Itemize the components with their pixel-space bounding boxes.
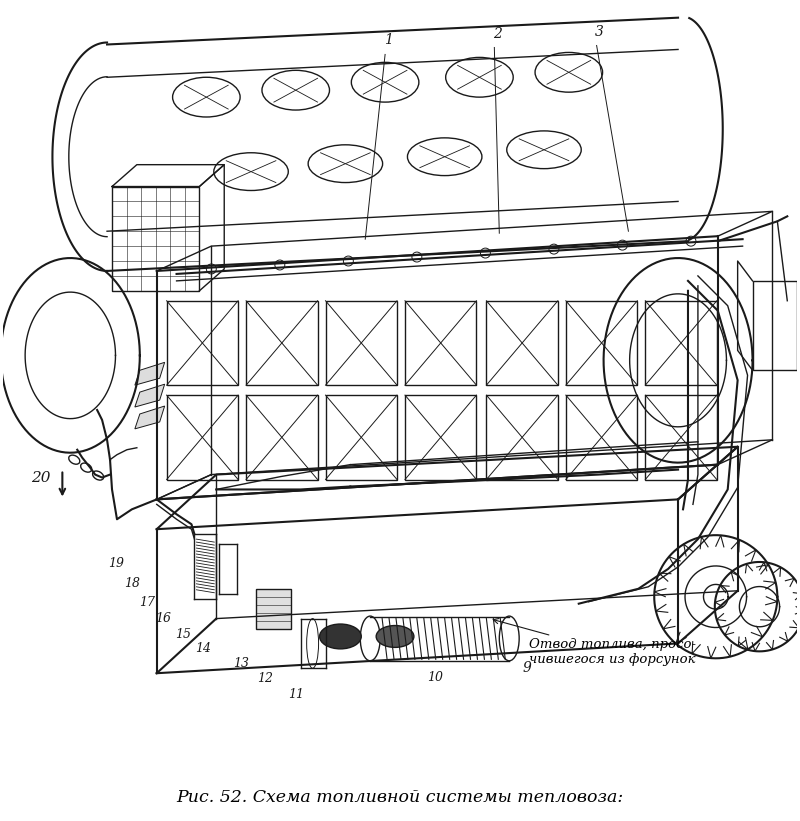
Circle shape bbox=[618, 241, 627, 250]
Ellipse shape bbox=[376, 626, 414, 648]
Bar bbox=[246, 300, 318, 385]
Ellipse shape bbox=[319, 624, 362, 649]
Bar bbox=[486, 300, 558, 385]
Bar bbox=[405, 395, 477, 479]
Bar bbox=[246, 395, 318, 479]
Bar bbox=[166, 395, 238, 479]
Bar bbox=[486, 395, 558, 479]
Polygon shape bbox=[135, 362, 165, 385]
Circle shape bbox=[412, 252, 422, 262]
Text: 1: 1 bbox=[384, 34, 393, 48]
Text: 15: 15 bbox=[175, 627, 191, 640]
Bar bbox=[753, 281, 798, 370]
Bar bbox=[646, 395, 717, 479]
Bar bbox=[566, 395, 638, 479]
Text: 13: 13 bbox=[233, 658, 249, 670]
Text: 10: 10 bbox=[426, 672, 442, 684]
Bar bbox=[166, 300, 238, 385]
Circle shape bbox=[206, 264, 216, 274]
Text: 12: 12 bbox=[257, 672, 273, 686]
Bar bbox=[112, 186, 199, 291]
Text: 14: 14 bbox=[195, 642, 211, 655]
Polygon shape bbox=[135, 406, 165, 429]
Text: 3: 3 bbox=[595, 25, 604, 39]
Bar bbox=[405, 300, 477, 385]
Bar bbox=[326, 300, 397, 385]
Text: 18: 18 bbox=[124, 577, 140, 589]
Text: 20: 20 bbox=[30, 470, 50, 484]
Text: 19: 19 bbox=[108, 557, 124, 570]
Text: 16: 16 bbox=[154, 612, 170, 625]
Bar bbox=[326, 395, 397, 479]
Text: Отвод топлива, просо-
чившегося из форсунок: Отвод топлива, просо- чившегося из форсу… bbox=[494, 618, 696, 667]
Polygon shape bbox=[135, 384, 165, 407]
Circle shape bbox=[481, 248, 490, 258]
Text: 11: 11 bbox=[288, 688, 304, 701]
Circle shape bbox=[686, 236, 696, 246]
Bar bbox=[566, 300, 638, 385]
Text: 9: 9 bbox=[522, 661, 531, 676]
Circle shape bbox=[343, 256, 354, 266]
Text: 2: 2 bbox=[493, 26, 502, 40]
Circle shape bbox=[549, 244, 559, 254]
Text: 17: 17 bbox=[138, 596, 154, 608]
Circle shape bbox=[275, 260, 285, 270]
Text: Рис. 52. Схема топливной системы тепловоза:: Рис. 52. Схема топливной системы теплово… bbox=[176, 789, 624, 806]
Bar bbox=[256, 589, 290, 629]
Bar bbox=[646, 300, 717, 385]
